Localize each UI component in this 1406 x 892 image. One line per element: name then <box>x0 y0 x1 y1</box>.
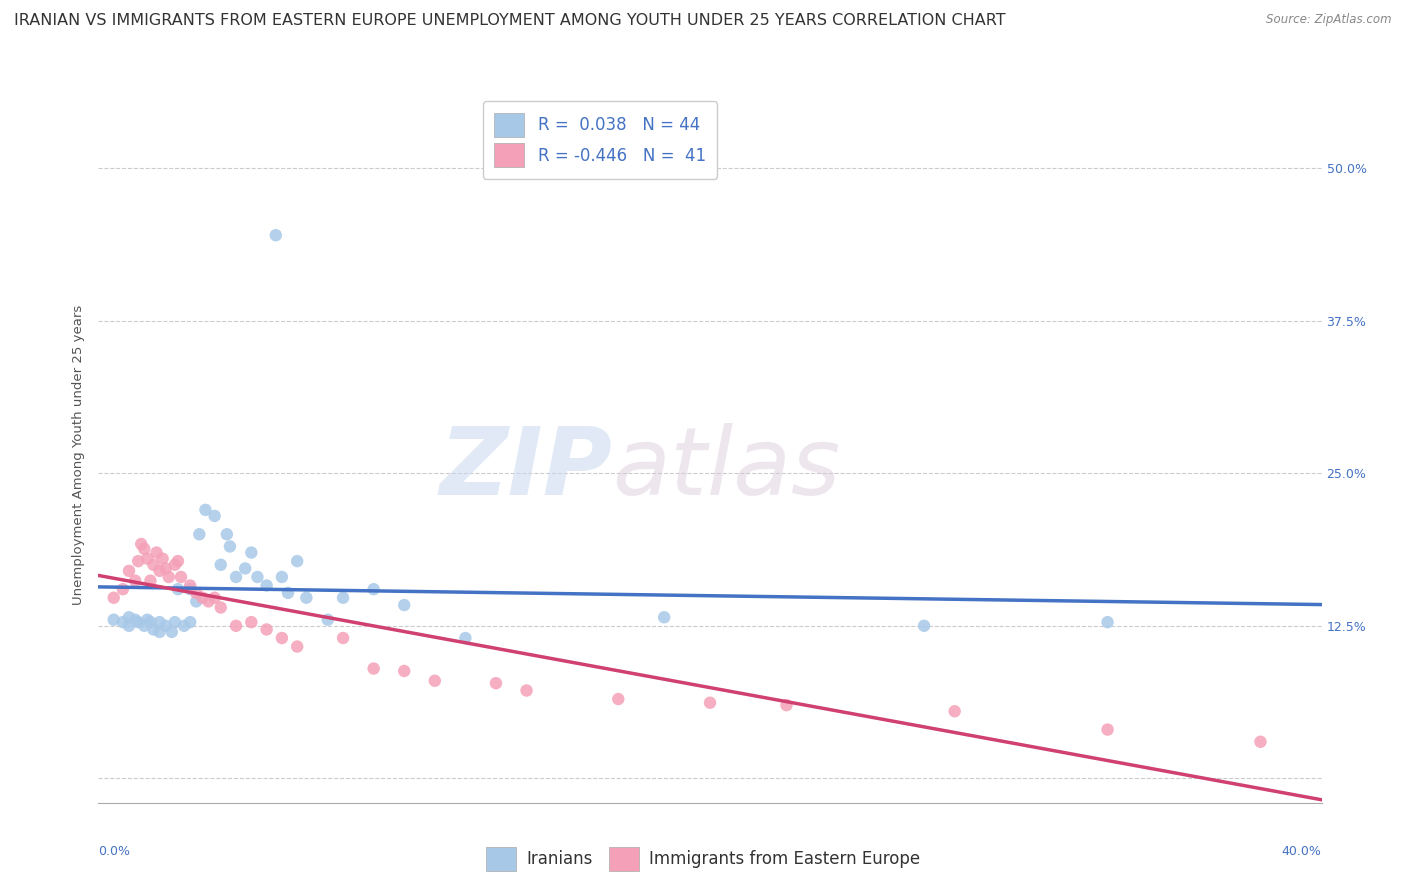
Point <box>186 594 208 608</box>
Point <box>163 558 186 572</box>
Point <box>179 578 201 592</box>
Point <box>454 631 477 645</box>
Point <box>139 615 162 629</box>
Point <box>270 570 292 584</box>
Point <box>423 673 446 688</box>
Text: IRANIAN VS IMMIGRANTS FROM EASTERN EUROPE UNEMPLOYMENT AMONG YOUTH UNDER 25 YEAR: IRANIAN VS IMMIGRANTS FROM EASTERN EUROP… <box>14 13 1005 29</box>
Legend: Iranians, Immigrants from Eastern Europe: Iranians, Immigrants from Eastern Europe <box>478 839 928 880</box>
Point <box>103 591 125 605</box>
Point <box>149 624 172 639</box>
Point <box>277 586 299 600</box>
Point <box>139 574 162 588</box>
Text: ZIP: ZIP <box>439 423 612 515</box>
Point <box>173 619 195 633</box>
Point <box>233 561 256 575</box>
Point <box>111 582 134 597</box>
Point <box>163 615 186 629</box>
Point <box>188 527 211 541</box>
Point <box>285 554 308 568</box>
Point <box>127 615 149 629</box>
Point <box>332 591 354 605</box>
Point <box>129 537 152 551</box>
Point <box>264 228 287 243</box>
Point <box>1097 723 1119 737</box>
Point <box>134 619 156 633</box>
Point <box>392 598 416 612</box>
Point <box>775 698 797 713</box>
Point <box>197 594 219 608</box>
Point <box>219 540 242 554</box>
Point <box>155 619 177 633</box>
Point <box>167 554 190 568</box>
Point <box>118 564 141 578</box>
Point <box>152 551 174 566</box>
Point <box>240 615 263 629</box>
Point <box>149 615 172 629</box>
Point <box>485 676 508 690</box>
Text: 40.0%: 40.0% <box>1282 845 1322 857</box>
Point <box>332 631 354 645</box>
Point <box>240 545 263 559</box>
Point <box>392 664 416 678</box>
Text: 0.0%: 0.0% <box>98 845 131 857</box>
Point <box>186 586 208 600</box>
Point <box>149 564 172 578</box>
Point <box>316 613 339 627</box>
Point <box>204 591 226 605</box>
Point <box>111 615 134 629</box>
Point <box>170 570 193 584</box>
Y-axis label: Unemployment Among Youth under 25 years: Unemployment Among Youth under 25 years <box>72 305 86 605</box>
Point <box>516 683 538 698</box>
Point <box>142 623 165 637</box>
Point <box>912 619 935 633</box>
Point <box>204 508 226 523</box>
Point <box>167 582 190 597</box>
Point <box>607 692 630 706</box>
Point <box>270 631 292 645</box>
Point <box>142 558 165 572</box>
Point <box>256 623 278 637</box>
Point <box>145 545 167 559</box>
Point <box>1097 615 1119 629</box>
Point <box>124 574 146 588</box>
Point <box>103 613 125 627</box>
Point <box>155 561 177 575</box>
Point <box>134 541 156 556</box>
Point <box>136 551 159 566</box>
Point <box>256 578 278 592</box>
Point <box>699 696 721 710</box>
Point <box>225 619 247 633</box>
Point <box>179 615 201 629</box>
Point <box>215 527 238 541</box>
Text: Source: ZipAtlas.com: Source: ZipAtlas.com <box>1267 13 1392 27</box>
Point <box>179 582 201 597</box>
Point <box>209 600 232 615</box>
Point <box>160 624 183 639</box>
Point <box>127 554 149 568</box>
Point <box>118 619 141 633</box>
Point <box>363 661 385 675</box>
Legend: R =  0.038   N = 44, R = -0.446   N =  41: R = 0.038 N = 44, R = -0.446 N = 41 <box>482 102 717 178</box>
Point <box>652 610 675 624</box>
Point <box>285 640 308 654</box>
Point <box>943 704 966 718</box>
Point <box>157 570 180 584</box>
Point <box>191 591 214 605</box>
Point <box>118 610 141 624</box>
Point <box>124 613 146 627</box>
Point <box>363 582 385 597</box>
Point <box>1249 735 1271 749</box>
Point <box>225 570 247 584</box>
Point <box>295 591 318 605</box>
Point <box>246 570 269 584</box>
Point <box>209 558 232 572</box>
Text: atlas: atlas <box>612 424 841 515</box>
Point <box>194 503 217 517</box>
Point <box>136 613 159 627</box>
